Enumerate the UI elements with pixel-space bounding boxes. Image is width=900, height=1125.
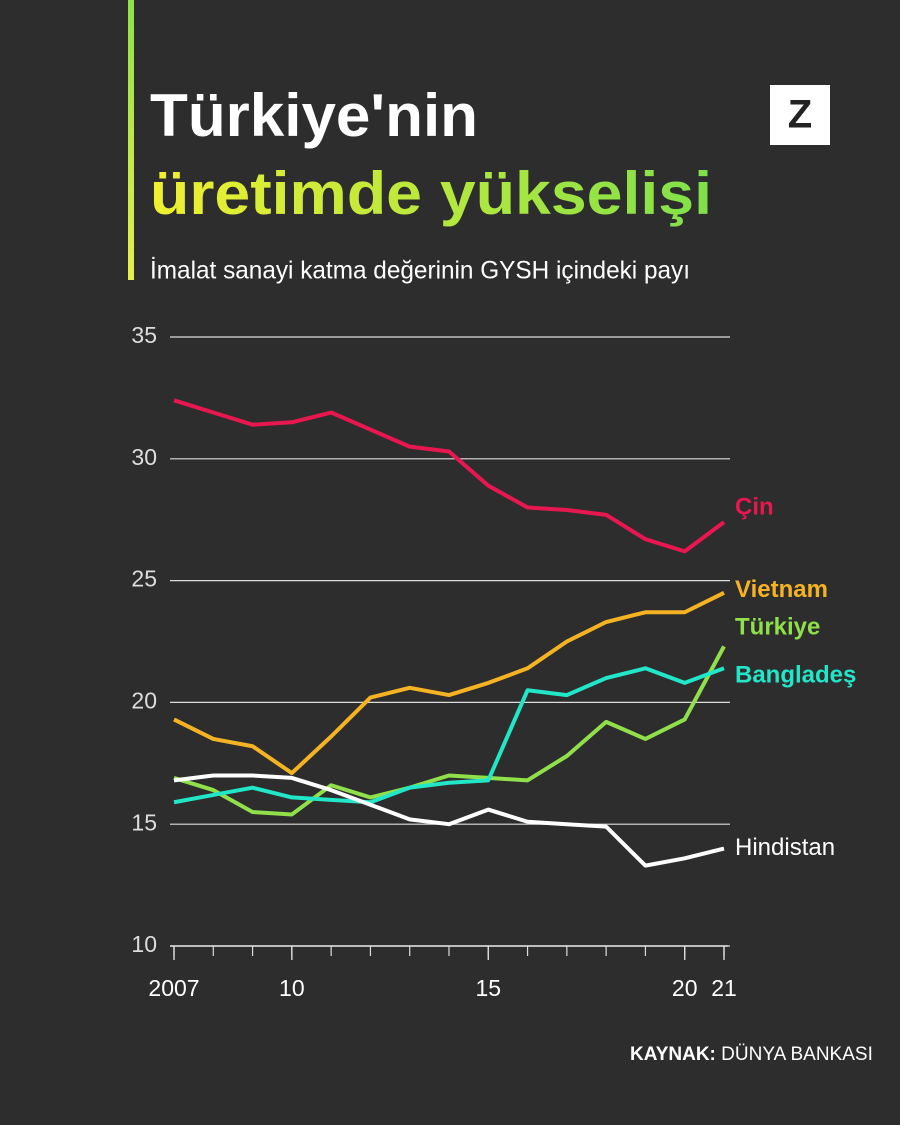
y-tick-label: 25 [131,566,157,592]
logo-box [770,85,830,145]
x-tick-label: 20 [672,975,698,1001]
x-tick-label: 15 [475,975,501,1001]
series-line [173,773,725,868]
y-tick-label: 35 [131,322,157,348]
series-line [173,590,725,776]
source-name: DÜNYA BANKASI [721,1044,873,1065]
legend-label: Türkiye [735,614,820,641]
y-tick-label: 15 [131,809,157,835]
series-line [173,645,726,817]
y-tick-label: 10 [131,931,157,957]
legend-label: Çin [735,493,774,520]
source-label: KAYNAK: [630,1044,716,1065]
accent-bar [128,0,134,280]
title-line: üretimde yükselişi [150,160,712,227]
y-tick-label: 20 [131,687,157,713]
logo: Z [788,93,812,137]
series-line [173,666,725,805]
x-tick-label: 21 [711,975,737,1001]
legend-label: Hindistan [735,834,835,861]
subtitle: İmalat sanayi katma değerinin GYSH içind… [150,256,690,285]
y-tick-label: 30 [131,444,157,470]
title-line: Türkiye'nin [150,82,478,149]
series-line [173,398,726,554]
legend-label: Bangladeş [735,662,856,689]
x-tick-label: 10 [279,975,305,1001]
x-tick-label: 2007 [148,975,199,1001]
legend-label: Vietnam [735,576,828,603]
source: KAYNAK: DÜNYA BANKASI [630,1044,873,1065]
